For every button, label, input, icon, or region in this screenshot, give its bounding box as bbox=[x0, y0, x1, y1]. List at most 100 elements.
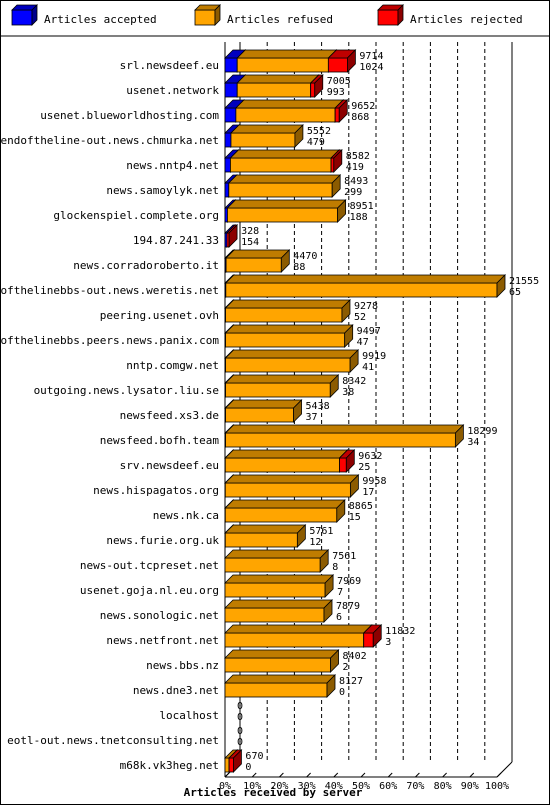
bar-refused-13 bbox=[226, 375, 339, 397]
value-total-25: 8127 bbox=[339, 676, 363, 687]
server-label-10: peering.usenet.ovh bbox=[100, 309, 219, 322]
x-tick-label-6: 60% bbox=[379, 781, 397, 792]
server-label-1: usenet.network bbox=[126, 84, 219, 97]
value-total-4: 8582 bbox=[346, 151, 370, 162]
value-accepted-22: 6 bbox=[336, 612, 342, 623]
server-label-6: glockenspiel.complete.org bbox=[53, 209, 219, 222]
value-accepted-9: 65 bbox=[509, 287, 521, 298]
value-accepted-3: 479 bbox=[307, 137, 325, 148]
value-total-2: 9652 bbox=[351, 101, 375, 112]
bar-refused-25 bbox=[225, 675, 335, 697]
bar-refused-20 bbox=[225, 550, 328, 572]
bar-refused-3 bbox=[231, 125, 303, 147]
server-label-7: 194.87.241.33 bbox=[133, 234, 219, 247]
value-accepted-18: 15 bbox=[349, 512, 361, 523]
value-total-17: 9958 bbox=[362, 476, 386, 487]
server-label-17: news.hispagatos.org bbox=[93, 484, 219, 497]
server-label-0: srl.newsdeef.eu bbox=[120, 59, 219, 72]
bar-refused-15 bbox=[226, 425, 464, 447]
server-label-16: srv.newsdeef.eu bbox=[120, 459, 219, 472]
server-label-24: news.bbs.nz bbox=[146, 659, 219, 672]
server-label-28: m68k.vk3heg.net bbox=[120, 759, 219, 772]
bar-refused-6 bbox=[227, 200, 345, 222]
server-label-18: news.nk.ca bbox=[153, 509, 219, 522]
bar-refused-10 bbox=[226, 300, 350, 322]
value-total-20: 7561 bbox=[332, 551, 356, 562]
bar-refused-16 bbox=[225, 450, 347, 472]
server-label-3: endoftheline-out.news.chmurka.net bbox=[0, 134, 219, 147]
value-total-8: 4470 bbox=[293, 251, 317, 262]
value-total-11: 9497 bbox=[357, 326, 381, 337]
value-total-28: 670 bbox=[245, 751, 263, 762]
value-accepted-19: 12 bbox=[309, 537, 321, 548]
value-accepted-2: 868 bbox=[351, 112, 369, 123]
value-total-14: 5438 bbox=[306, 401, 330, 412]
bar-refused-24 bbox=[225, 650, 339, 672]
bar-refused-1 bbox=[237, 75, 318, 97]
legend-swatch-2 bbox=[378, 5, 403, 25]
x-tick-label-10: 100% bbox=[485, 781, 509, 792]
value-accepted-24: 2 bbox=[343, 662, 349, 673]
legend-swatch-0 bbox=[12, 5, 37, 25]
value-accepted-17: 17 bbox=[362, 487, 374, 498]
value-accepted-13: 38 bbox=[342, 387, 354, 398]
value-accepted-10: 52 bbox=[354, 312, 366, 323]
value-accepted-27: 0 bbox=[237, 737, 243, 748]
value-total-3: 5552 bbox=[307, 126, 331, 137]
value-total-21: 7969 bbox=[337, 576, 361, 587]
server-label-23: news.netfront.net bbox=[106, 634, 219, 647]
value-total-6: 8951 bbox=[350, 201, 374, 212]
value-total-16: 9632 bbox=[358, 451, 382, 462]
value-total-23: 11832 bbox=[385, 626, 415, 637]
value-accepted-11: 47 bbox=[357, 337, 369, 348]
server-label-27: eotl-out.news.tnetconsulting.net bbox=[7, 734, 219, 747]
server-label-12: nntp.comgw.net bbox=[126, 359, 219, 372]
server-label-20: news-out.tcpreset.net bbox=[80, 559, 219, 572]
bar-refused-11 bbox=[226, 325, 353, 347]
value-accepted-0: 1024 bbox=[359, 62, 383, 73]
server-label-4: news.nntp4.net bbox=[126, 159, 219, 172]
legend-swatch-1 bbox=[195, 5, 220, 25]
value-accepted-21: 7 bbox=[337, 587, 343, 598]
value-accepted-6: 188 bbox=[350, 212, 368, 223]
bar-refused-22 bbox=[225, 600, 332, 622]
value-accepted-26: 0 bbox=[237, 712, 243, 723]
bar-refused-2 bbox=[236, 100, 343, 122]
bar-refused-4 bbox=[230, 150, 339, 172]
value-total-22: 7879 bbox=[336, 601, 360, 612]
value-total-27: 0 bbox=[237, 726, 243, 737]
value-total-26: 0 bbox=[237, 701, 243, 712]
legend-label-0: Articles accepted bbox=[44, 13, 157, 26]
server-label-8: news.corradoroberto.it bbox=[73, 259, 219, 272]
bar-refused-8 bbox=[226, 250, 289, 272]
value-total-7: 328 bbox=[241, 226, 259, 237]
value-total-15: 18299 bbox=[467, 426, 497, 437]
bar-refused-0 bbox=[237, 50, 336, 72]
value-accepted-5: 299 bbox=[344, 187, 362, 198]
value-total-0: 9714 bbox=[359, 51, 383, 62]
bar-refused-18 bbox=[225, 500, 345, 522]
server-label-26: localhost bbox=[159, 709, 219, 722]
value-accepted-14: 37 bbox=[306, 412, 318, 423]
bar-refused-9 bbox=[226, 275, 505, 297]
value-total-5: 8493 bbox=[344, 176, 368, 187]
x-axis-title: Articles received by server bbox=[184, 786, 363, 799]
value-total-19: 5761 bbox=[309, 526, 333, 537]
bar-refused-5 bbox=[229, 175, 340, 197]
server-label-9: endofthelinebbs-out.news.weretis.net bbox=[0, 284, 219, 297]
server-label-15: newsfeed.bofh.team bbox=[100, 434, 220, 447]
value-accepted-28: 0 bbox=[245, 762, 251, 773]
server-label-13: outgoing.news.lysator.liu.se bbox=[34, 384, 219, 397]
value-accepted-15: 34 bbox=[467, 437, 479, 448]
value-accepted-23: 3 bbox=[385, 637, 391, 648]
server-label-21: usenet.goja.nl.eu.org bbox=[80, 584, 219, 597]
bar-refused-14 bbox=[226, 400, 302, 422]
value-total-13: 8342 bbox=[342, 376, 366, 387]
bar-refused-19 bbox=[225, 525, 305, 547]
value-total-12: 9919 bbox=[362, 351, 386, 362]
bar-refused-21 bbox=[225, 575, 333, 597]
server-label-5: news.samoylyk.net bbox=[106, 184, 219, 197]
bar-refused-23 bbox=[225, 625, 372, 647]
value-total-9: 21555 bbox=[509, 276, 539, 287]
